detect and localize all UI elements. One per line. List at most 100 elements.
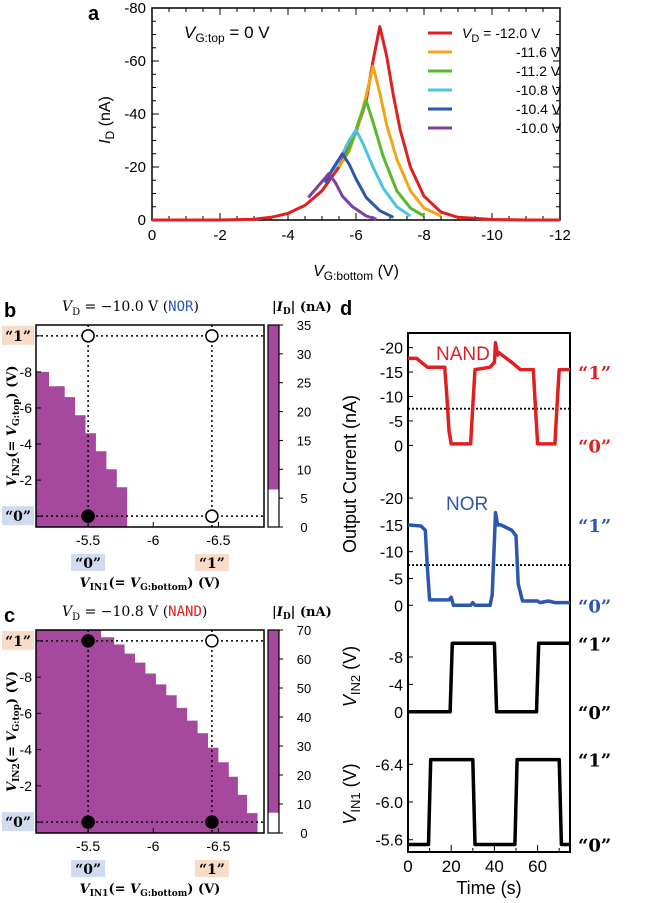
colorbar-tick-label: 20 (297, 768, 311, 783)
colorbar-fill (268, 630, 279, 813)
y-logic-label: “0” (5, 509, 31, 525)
y-tick-label: -2 (20, 472, 33, 488)
y-tick-label: -4 (20, 742, 33, 758)
colorbar-tick-label: 50 (297, 681, 311, 696)
y-tick-label: -2 (20, 778, 33, 794)
x-tick-label: -8 (417, 227, 430, 244)
y-tick-label: -20 (380, 341, 403, 358)
x-logic-label: “0” (75, 556, 101, 572)
logic-state-label: “0” (578, 835, 611, 856)
logic-label-bg (2, 325, 34, 345)
trace-label-nor: NOR (446, 494, 488, 515)
colorbar-tick-label: 10 (297, 462, 311, 477)
legend-label: -10.0 V (516, 120, 562, 136)
output-high-point (205, 815, 219, 829)
x-tick-label: 60 (528, 857, 547, 876)
y-tick-label: -8 (20, 364, 33, 380)
output-high-point (81, 634, 95, 648)
y-axis-label-vin2: VIN2 (V) (340, 646, 363, 707)
colorbar-tick-label: 0 (300, 826, 307, 841)
y-logic-label: “1” (5, 634, 31, 650)
y-axis-label-output-current: Output Current (nA) (340, 395, 360, 553)
logic-state-label: “1” (578, 751, 611, 772)
y-tick-label: 0 (394, 598, 403, 615)
x-tick-label: -6.5 (206, 838, 230, 854)
x-tick-label: 20 (442, 857, 461, 876)
output-low-point (81, 329, 95, 343)
condition-annotation: VG:top = 0 V (184, 23, 270, 45)
output-low-point (205, 509, 219, 523)
legend-label: -11.2 V (516, 63, 561, 79)
logic-state-label: “1” (578, 634, 611, 655)
y-tick-label: -6 (20, 705, 33, 721)
x-tick-label: -5.5 (76, 838, 100, 854)
legend-label: VD = -12.0 V (462, 25, 541, 45)
y-tick-label: -60 (124, 53, 146, 70)
series-line-11.6 (337, 64, 442, 218)
y-tick-label: -80 (124, 0, 146, 17)
x-tick-label: 0 (403, 857, 412, 876)
x-tick-label: -5.5 (76, 532, 100, 548)
panel-label: a (88, 3, 100, 25)
trace-vin1 (408, 757, 570, 847)
colorbar-label: |ID| (nA) (272, 300, 332, 317)
y-tick-label: -5 (389, 571, 403, 588)
y-tick-label: -40 (124, 106, 146, 123)
y-tick-label: 0 (394, 438, 403, 455)
colorbar-tick-label: 70 (297, 623, 311, 638)
logic-label-bg (71, 860, 106, 877)
y-tick-label: -20 (124, 159, 146, 176)
y-tick-label: -10 (380, 390, 403, 407)
panel-label: b (4, 300, 16, 322)
series-line-10.4 (324, 152, 395, 219)
colorbar-tick-label: 30 (297, 347, 311, 362)
y-tick-label: -6 (20, 400, 33, 416)
colorbar-frame (267, 629, 280, 834)
y-axis-label-vin1: VIN1 (V) (340, 763, 363, 824)
colorbar-tick-label: 15 (297, 433, 311, 448)
output-low-point (205, 634, 219, 648)
logic-state-label: “1” (578, 516, 611, 537)
colorbar-fill (268, 325, 279, 490)
colorbar-tick-label: 10 (297, 797, 311, 812)
colorbar-tick-label: 25 (297, 376, 311, 391)
x-axis-label: Time (s) (456, 878, 521, 898)
y-tick-label: 0 (138, 212, 146, 229)
x-axis-label: VG:bottom (V) (313, 263, 399, 283)
current-region (36, 630, 258, 833)
y-tick-label: -5 (389, 414, 403, 431)
y-tick-label: 0 (394, 705, 403, 722)
series-line-12.0 (152, 25, 560, 222)
y-tick-label: -8 (389, 650, 403, 667)
logic-label-bg (71, 554, 106, 571)
y-axis-label: VIN2(= VG:top) (V) (5, 365, 22, 486)
colorbar-tick-label: 30 (297, 739, 311, 754)
panel-b-nor-heatmap: bVD = −10.0 V (NOR)-5.5-6-6.50-2-4-6-8-1… (2, 299, 332, 593)
x-tick-label: -6 (349, 227, 362, 244)
colorbar-tick-label: 5 (300, 491, 307, 506)
colorbar-tick-label: 40 (297, 710, 311, 725)
x-tick-label: 40 (485, 857, 504, 876)
plot-frame (35, 629, 265, 834)
x-logic-label: “0” (75, 862, 101, 878)
y-tick-label: -6.0 (375, 795, 403, 812)
panel-a-line-chart: a 0 -2 -4 -6 -8 -10 -12 0 -20 -40 -60 -80 VG:bottom (… (88, 0, 571, 283)
logic-state-label: “1” (578, 363, 611, 384)
series-line-10.0 (307, 172, 377, 221)
colorbar-tick-label: 20 (297, 405, 311, 420)
y-logic-label: “1” (5, 329, 31, 345)
x-axis-label: VIN1(= VG:bottom) (V) (80, 882, 221, 899)
output-high-point (81, 509, 95, 523)
trace-nand (408, 341, 570, 446)
output-low-point (205, 329, 219, 343)
panel-d-time-traces: d -20 -15 -10 -5 0 NAND “1” “0” -20 -15 -10 -5 0 NOR “1… (340, 298, 611, 898)
x-logic-label: “1” (199, 862, 225, 878)
x-tick-label: -6 (147, 838, 160, 854)
x-tick-label: -10 (481, 227, 503, 244)
series-line-10.8 (330, 128, 412, 218)
y-tick-label: -15 (380, 365, 403, 382)
heatmap-title: VD = −10.0 V (NOR) (62, 299, 199, 318)
y-axis-label: VIN2(= VG:top) (V) (5, 671, 22, 792)
plot-frame (407, 332, 571, 853)
